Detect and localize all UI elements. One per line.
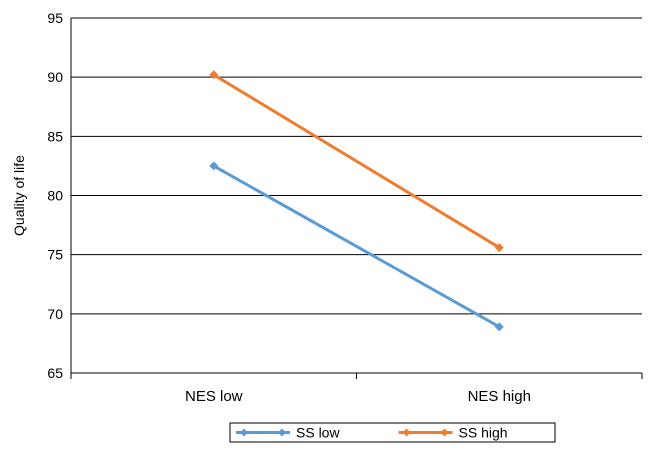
legend-swatch-marker (278, 428, 286, 437)
y-axis-label: Quality of life (11, 155, 27, 236)
legend-swatch-marker (440, 428, 449, 437)
data-point-marker (494, 322, 504, 332)
legend-swatch-marker (402, 428, 411, 437)
y-tick-label: 65 (47, 365, 63, 381)
legend-label: SS high (459, 425, 508, 441)
series-line-ss-low (213, 164, 500, 329)
y-tick-label: 70 (47, 306, 63, 322)
x-tick-label: NES high (468, 388, 531, 405)
legend-swatch-marker (240, 428, 248, 437)
y-tick-label: 90 (47, 69, 63, 85)
y-tick-label: 75 (47, 247, 63, 263)
series (209, 70, 504, 332)
data-point-marker (494, 243, 504, 253)
data-point-marker (209, 70, 219, 80)
y-tick-label: 85 (47, 128, 63, 144)
data-point-marker (209, 161, 219, 171)
x-tick-label: NES low (185, 388, 243, 405)
y-tick-label: 80 (47, 188, 63, 204)
axes (70, 18, 643, 379)
legend-box (229, 422, 556, 443)
grid-lines (71, 17, 642, 374)
series-line-ss-high (212, 73, 501, 249)
y-tick-label: 95 (47, 10, 63, 26)
legend-label: SS low (296, 425, 340, 441)
legend: SS low SS high (229, 422, 556, 443)
tick-labels: 65 70 75 80 85 90 95 NES low NES high (47, 10, 531, 405)
